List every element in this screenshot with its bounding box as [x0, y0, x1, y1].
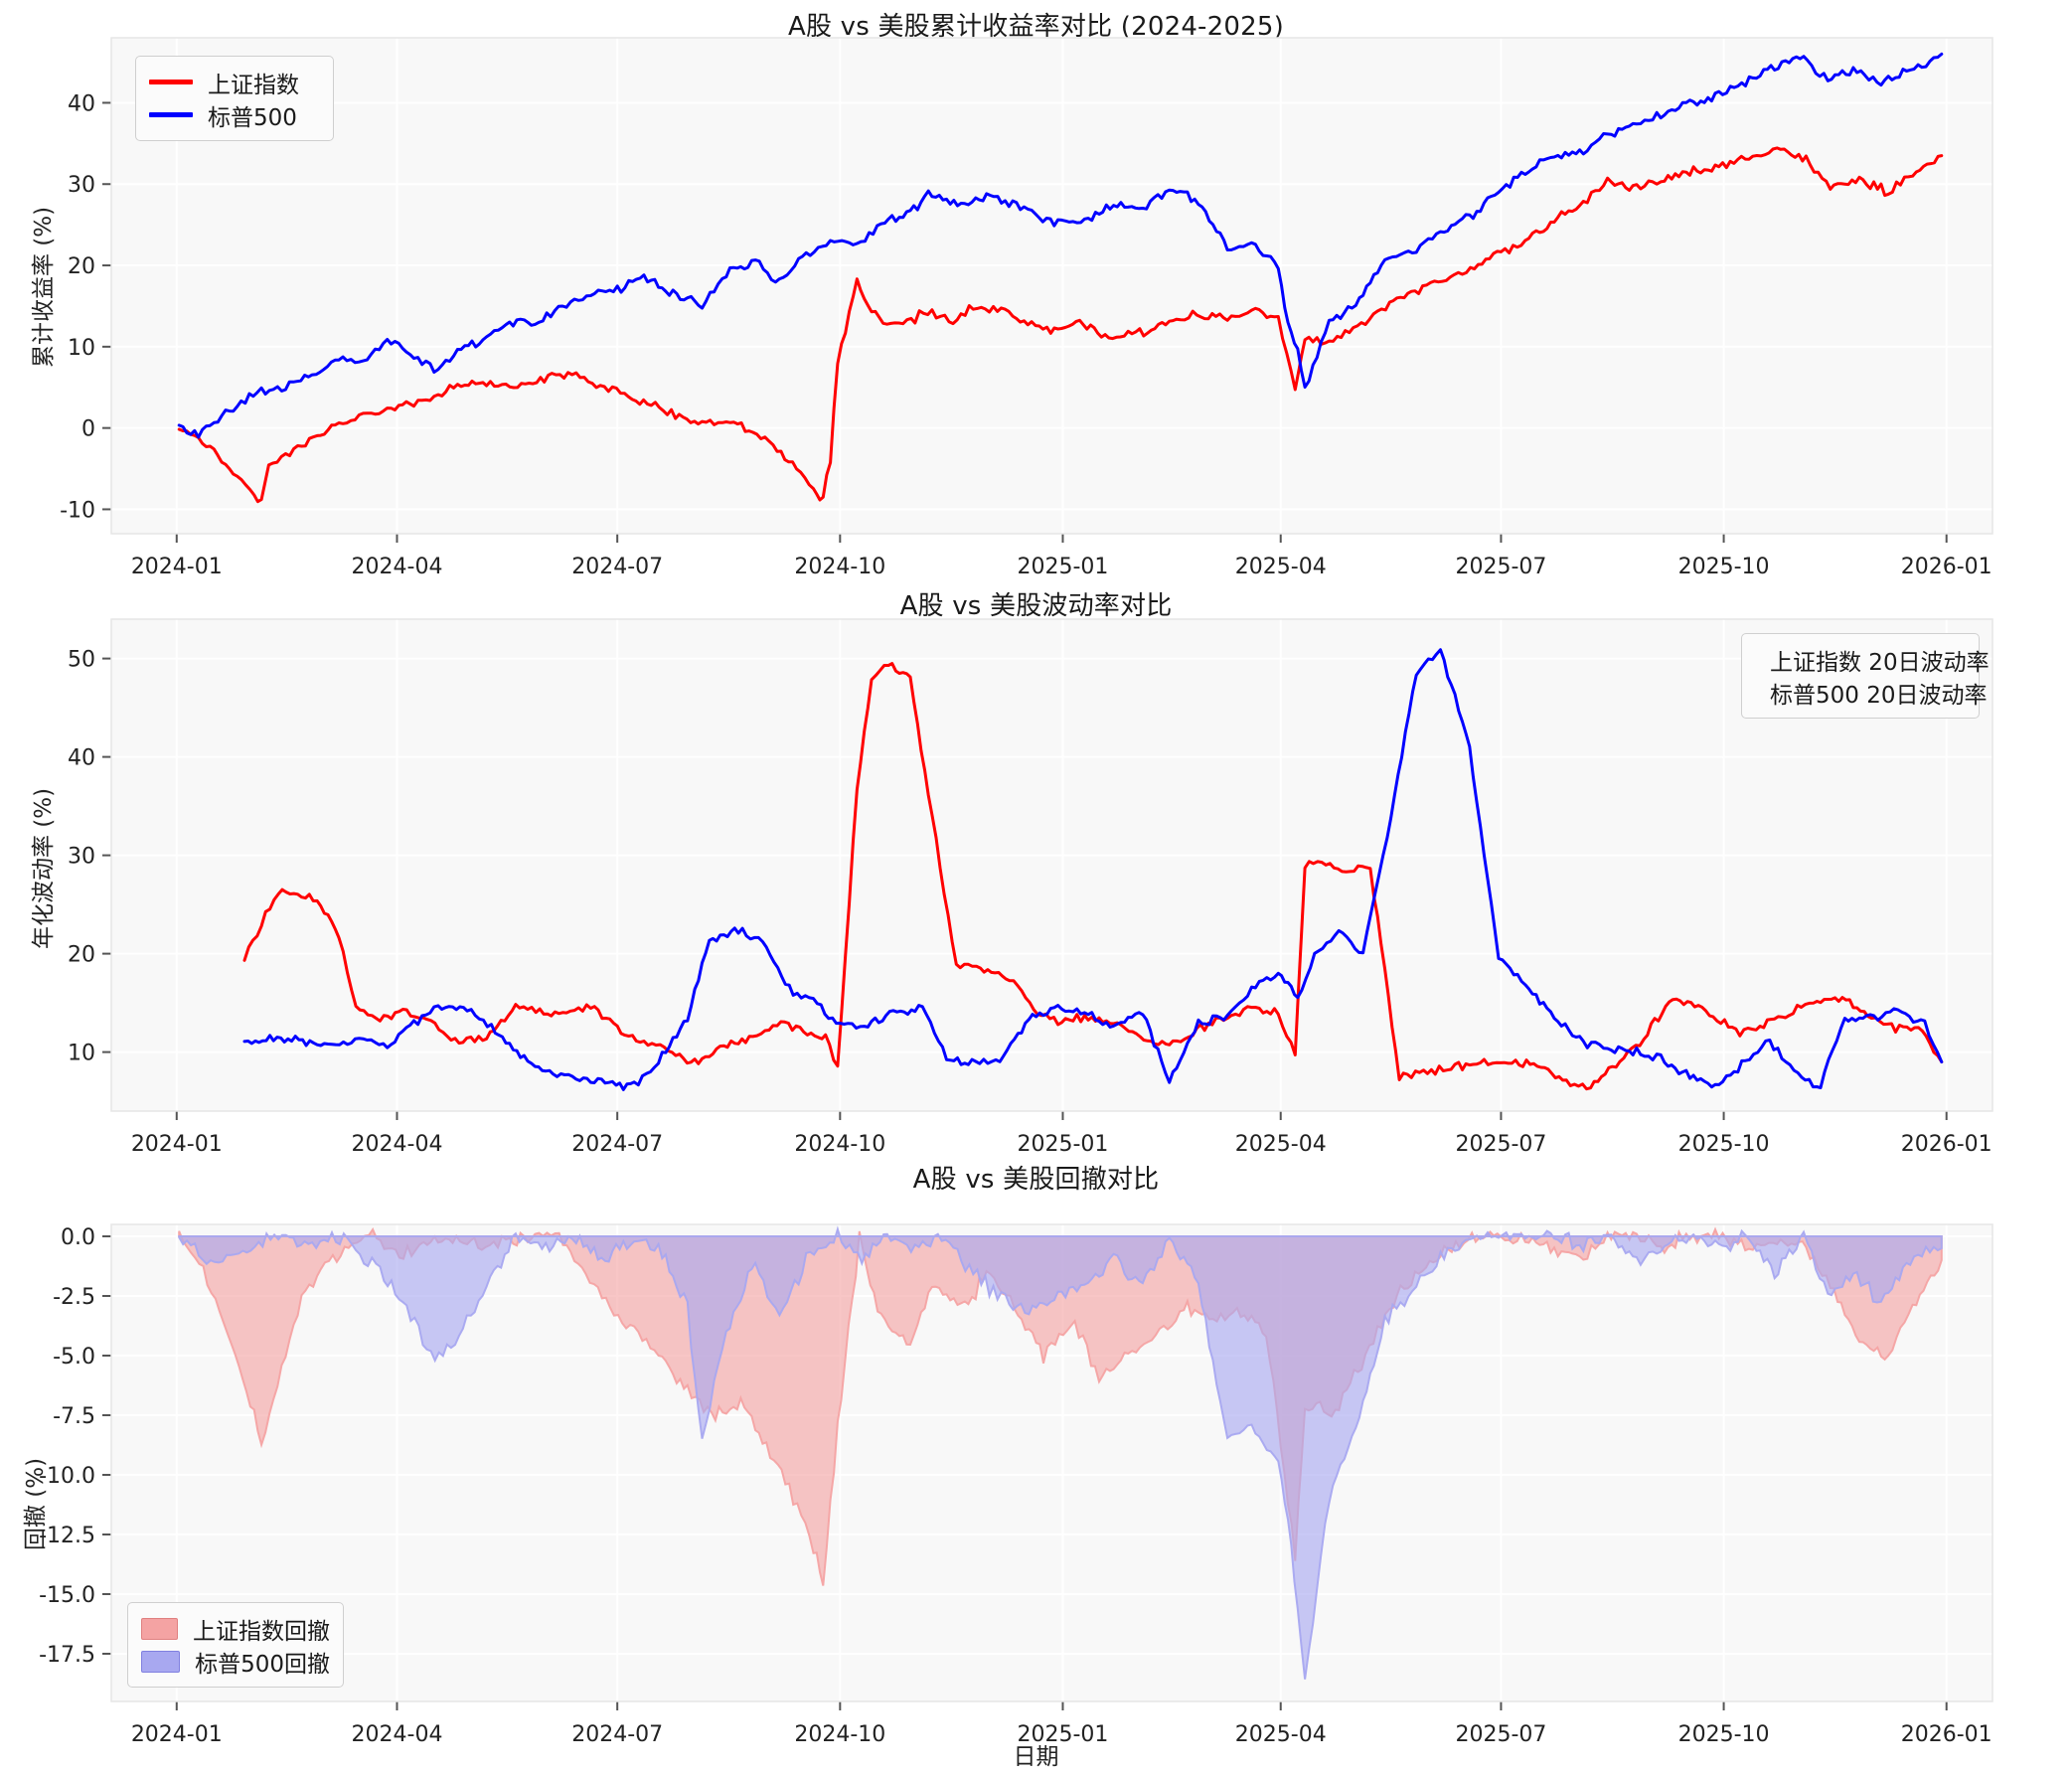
panel-cumulative-return: A股 vs 美股累计收益率对比 (2024-2025) -10 0 10 20 30 40… [0, 0, 2072, 579]
legend-label: 上证指数 [208, 72, 299, 98]
legend-line-icon [149, 80, 193, 84]
ytick-label: 40 [68, 91, 95, 116]
chart1-svg: -10 0 10 20 30 40 2024-01 2024-04 2024-07 2024-10… [60, 37, 1993, 579]
ytick-label: -12.5 [39, 1524, 95, 1548]
ytick-label: 30 [68, 845, 95, 870]
ytick-label: 10 [68, 336, 95, 361]
xtick-label: 2026-01 [1901, 1722, 1992, 1747]
legend-label: 标普500 [208, 104, 297, 131]
ytick-label: 0 [81, 417, 95, 442]
xtick-label: 2025-07 [1455, 555, 1546, 579]
legend-item-sp500[interactable]: 标普500 [149, 98, 320, 131]
xtick-label: 2025-01 [1018, 1722, 1109, 1747]
axes-frame [110, 618, 1993, 1112]
legend-swatch-icon [141, 1617, 178, 1640]
ytick-label: -17.5 [39, 1643, 95, 1668]
panel-volatility: A股 vs 美股波动率对比 10 20 30 40 50 2024-01 2024-04 20… [0, 571, 2072, 1157]
xtick-label: 2024-07 [571, 1132, 663, 1157]
chart1-plot-area [111, 38, 1992, 534]
legend-label: 标普500回撤 [195, 1651, 330, 1678]
legend-item-sp500-vol[interactable]: 标普500 20日波动率 [1755, 676, 1987, 709]
chart2-svg: 10 20 30 40 50 2024-01 2024-04 2024-07 2024-10 20… [68, 618, 1993, 1157]
xtick-label: 2026-01 [1901, 1132, 1992, 1157]
ytick-label: -7.5 [53, 1404, 95, 1429]
figure-xlabel: 日期 [1013, 1744, 1059, 1770]
chart3-svg: 0.0 -2.5 -5.0 -7.5 -10.0 -12.5 -15.0 -17.5 2024-… [39, 1223, 1993, 1747]
ytick-label: -2.5 [53, 1285, 95, 1310]
chart1-ylabel: 累计收益率 (%) [31, 206, 57, 368]
xtick-label: 2025-07 [1455, 1722, 1546, 1747]
ytick-label: -5.0 [53, 1345, 95, 1370]
chart3-title: A股 vs 美股回撤对比 [912, 1165, 1160, 1195]
xtick-label: 2024-01 [131, 555, 223, 579]
ytick-label: 20 [68, 943, 95, 968]
legend-label: 上证指数回撤 [193, 1618, 330, 1645]
ytick-label: -10.0 [39, 1464, 95, 1489]
line-series-0 [177, 146, 1944, 504]
axes-frame [110, 1223, 1993, 1702]
xtick-label: 2024-10 [794, 1132, 885, 1157]
axes-frame [110, 37, 1993, 535]
line-series-0 [242, 662, 1944, 1091]
xtick-label: 2024-04 [352, 1132, 443, 1157]
legend-item-sp500-dd[interactable]: 标普500回撤 [141, 1645, 330, 1678]
xtick-label: 2024-01 [131, 1722, 223, 1747]
chart3-ylabel: 回撤 (%) [23, 1457, 49, 1550]
chart2-ylabel: 年化波动率 (%) [31, 787, 57, 949]
xtick-label: 2025-10 [1678, 555, 1770, 579]
ytick-label: 10 [68, 1042, 95, 1066]
ytick-label: 20 [68, 254, 95, 279]
xtick-label: 2025-10 [1678, 1132, 1770, 1157]
xtick-label: 2025-07 [1455, 1132, 1546, 1157]
legend-line-icon [149, 112, 193, 117]
chart2-legend[interactable]: 上证指数 20日波动率 标普500 20日波动率 [1741, 633, 1990, 719]
xtick-label: 2025-10 [1678, 1722, 1770, 1747]
xtick-label: 2025-01 [1018, 1132, 1109, 1157]
xtick-label: 2024-10 [794, 555, 885, 579]
legend-label: 标普500 20日波动率 [1770, 682, 1988, 709]
line-series-1 [242, 648, 1944, 1091]
xtick-label: 2024-01 [131, 1132, 223, 1157]
line-series-1 [177, 52, 1944, 439]
legend-item-shanghai-dd[interactable]: 上证指数回撤 [141, 1612, 330, 1645]
chart1-title: A股 vs 美股累计收益率对比 (2024-2025) [788, 12, 1284, 42]
ytick-label: 40 [68, 746, 95, 771]
xtick-label: 2026-01 [1901, 555, 1992, 579]
legend-item-shanghai[interactable]: 上证指数 [149, 66, 320, 98]
chart3-legend[interactable]: 上证指数回撤 标普500回撤 [127, 1602, 344, 1688]
xtick-label: 2025-04 [1235, 1722, 1327, 1747]
panel-drawdown: A股 vs 美股回撤对比 0.0 -2.5 -5.0 -7.5 -10.0 -12.5 -1… [0, 1153, 2072, 1775]
xtick-label: 2024-04 [352, 1722, 443, 1747]
area-series-1 [178, 1225, 1943, 1680]
xtick-label: 2024-07 [571, 555, 663, 579]
xtick-label: 2025-04 [1235, 1132, 1327, 1157]
ytick-label: 30 [68, 173, 95, 198]
legend-item-shanghai-vol[interactable]: 上证指数 20日波动率 [1755, 643, 1990, 676]
xtick-label: 2024-07 [571, 1722, 663, 1747]
ytick-label: -15.0 [39, 1583, 95, 1608]
ytick-label: 50 [68, 648, 95, 673]
legend-swatch-icon [141, 1650, 181, 1673]
ytick-label: 0.0 [61, 1225, 95, 1250]
chart1-legend[interactable]: 上证指数 标普500 [135, 56, 334, 141]
xtick-label: 2024-04 [352, 555, 443, 579]
ytick-label: -10 [60, 498, 95, 523]
xtick-label: 2025-01 [1018, 555, 1109, 579]
legend-label: 上证指数 20日波动率 [1770, 649, 1990, 676]
xtick-label: 2025-04 [1235, 555, 1327, 579]
chart2-title: A股 vs 美股波动率对比 [899, 591, 1173, 621]
xtick-label: 2024-10 [794, 1722, 885, 1747]
chart2-plot-area [111, 619, 1992, 1111]
